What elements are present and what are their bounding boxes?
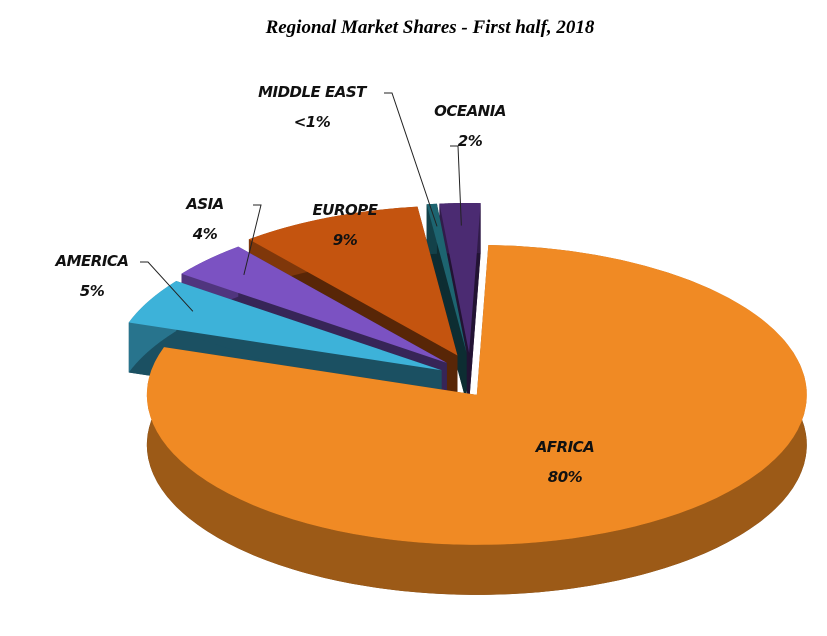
label-value: 2%	[458, 132, 483, 150]
label-name: MIDDLE EAST	[258, 83, 368, 101]
leader-line	[140, 261, 194, 312]
label-name: AFRICA	[535, 438, 595, 456]
slice	[128, 281, 442, 371]
slice-wall	[469, 203, 481, 404]
label-value: 5%	[80, 282, 105, 300]
slice	[146, 244, 807, 545]
label-name: EUROPE	[313, 201, 379, 219]
label-name: OCEANIA	[434, 102, 506, 120]
label-value: <1%	[294, 113, 331, 131]
label-name: ASIA	[185, 195, 224, 213]
label-value: 80%	[548, 468, 583, 486]
label-name: AMERICA	[54, 252, 128, 270]
leader-line	[450, 145, 462, 226]
label-value: 9%	[333, 231, 358, 249]
chart-title: Regional Market Shares - First half, 201…	[265, 17, 595, 38]
slice	[426, 203, 467, 354]
labels: AFRICA 80% AMERICA 5% ASIA 4% EUROPE 9% MIDDLE E…	[54, 83, 594, 486]
label-value: 4%	[192, 225, 218, 243]
slice	[181, 246, 447, 363]
slice	[248, 206, 458, 356]
slice	[439, 203, 481, 354]
leader-line	[384, 92, 438, 227]
pie	[128, 203, 807, 595]
leader-line	[243, 204, 262, 276]
